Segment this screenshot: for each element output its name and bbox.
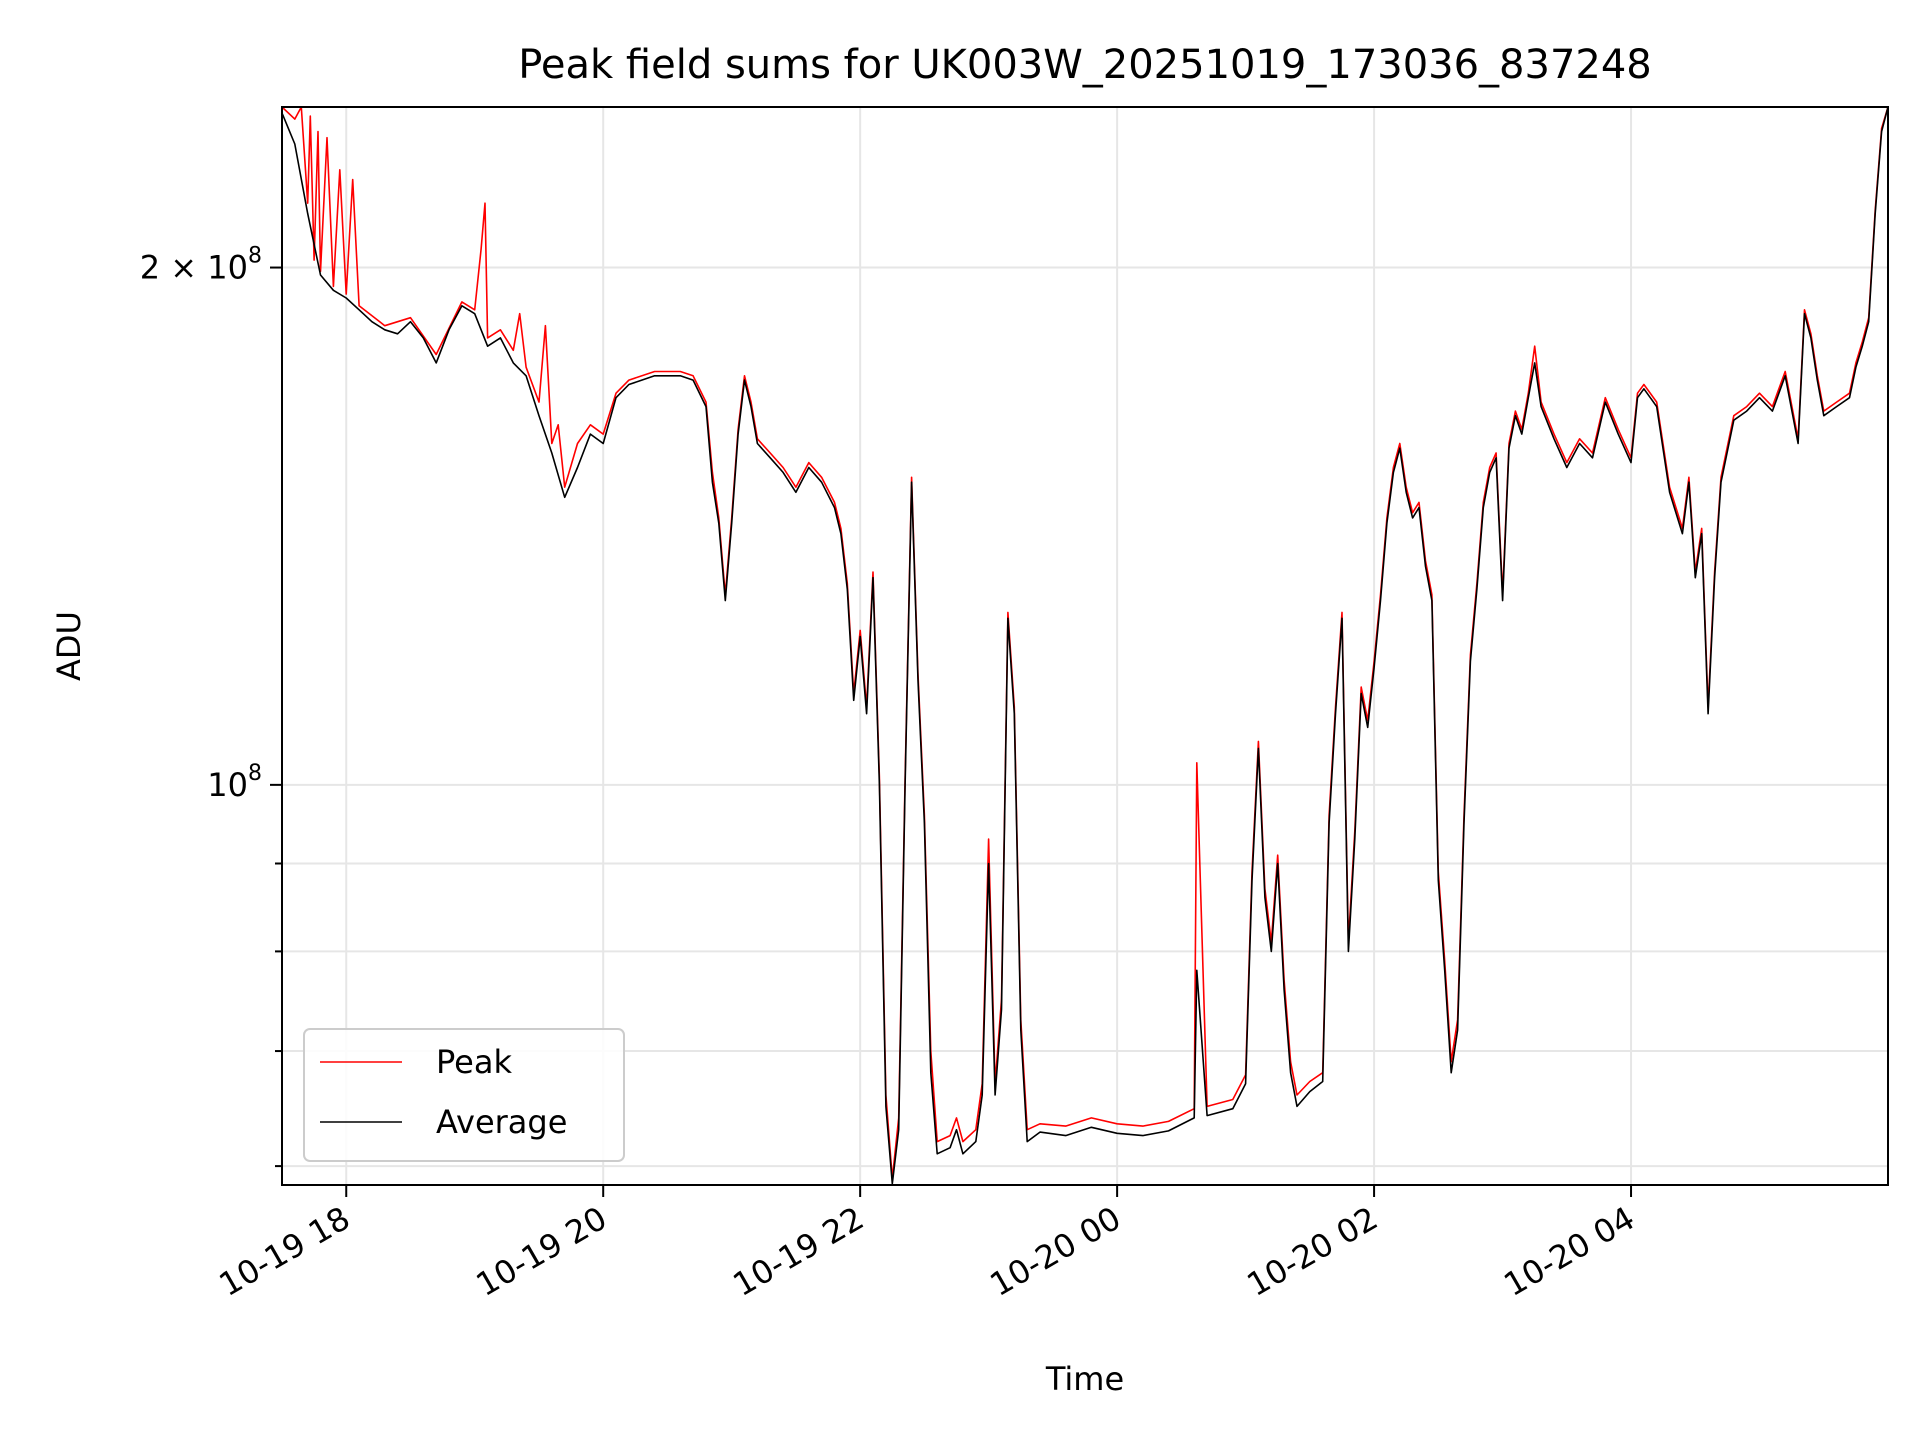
y-tick-coef: 2 × (140, 249, 208, 287)
legend: Peak Average (303, 1028, 625, 1162)
y-tick-base: 10 (207, 766, 248, 804)
x-axis-label: Time (1045, 1360, 1124, 1398)
legend-label-average: Average (436, 1103, 567, 1141)
chart-title: Peak field sums for UK003W_20251019_1730… (518, 42, 1652, 88)
plot-frame (281, 106, 1889, 1186)
y-tick-exponent: 8 (248, 244, 262, 269)
legend-label-peak: Peak (436, 1043, 512, 1081)
series-layer (281, 106, 1889, 1185)
y-tick-label: 2 × 108 (140, 244, 262, 287)
y-tick-exponent: 8 (248, 761, 262, 786)
y-axis-label: ADU (50, 611, 88, 681)
y-tick-label: 108 (207, 761, 262, 804)
y-tick-base: 10 (207, 249, 248, 287)
series-line-average (281, 106, 1889, 1185)
